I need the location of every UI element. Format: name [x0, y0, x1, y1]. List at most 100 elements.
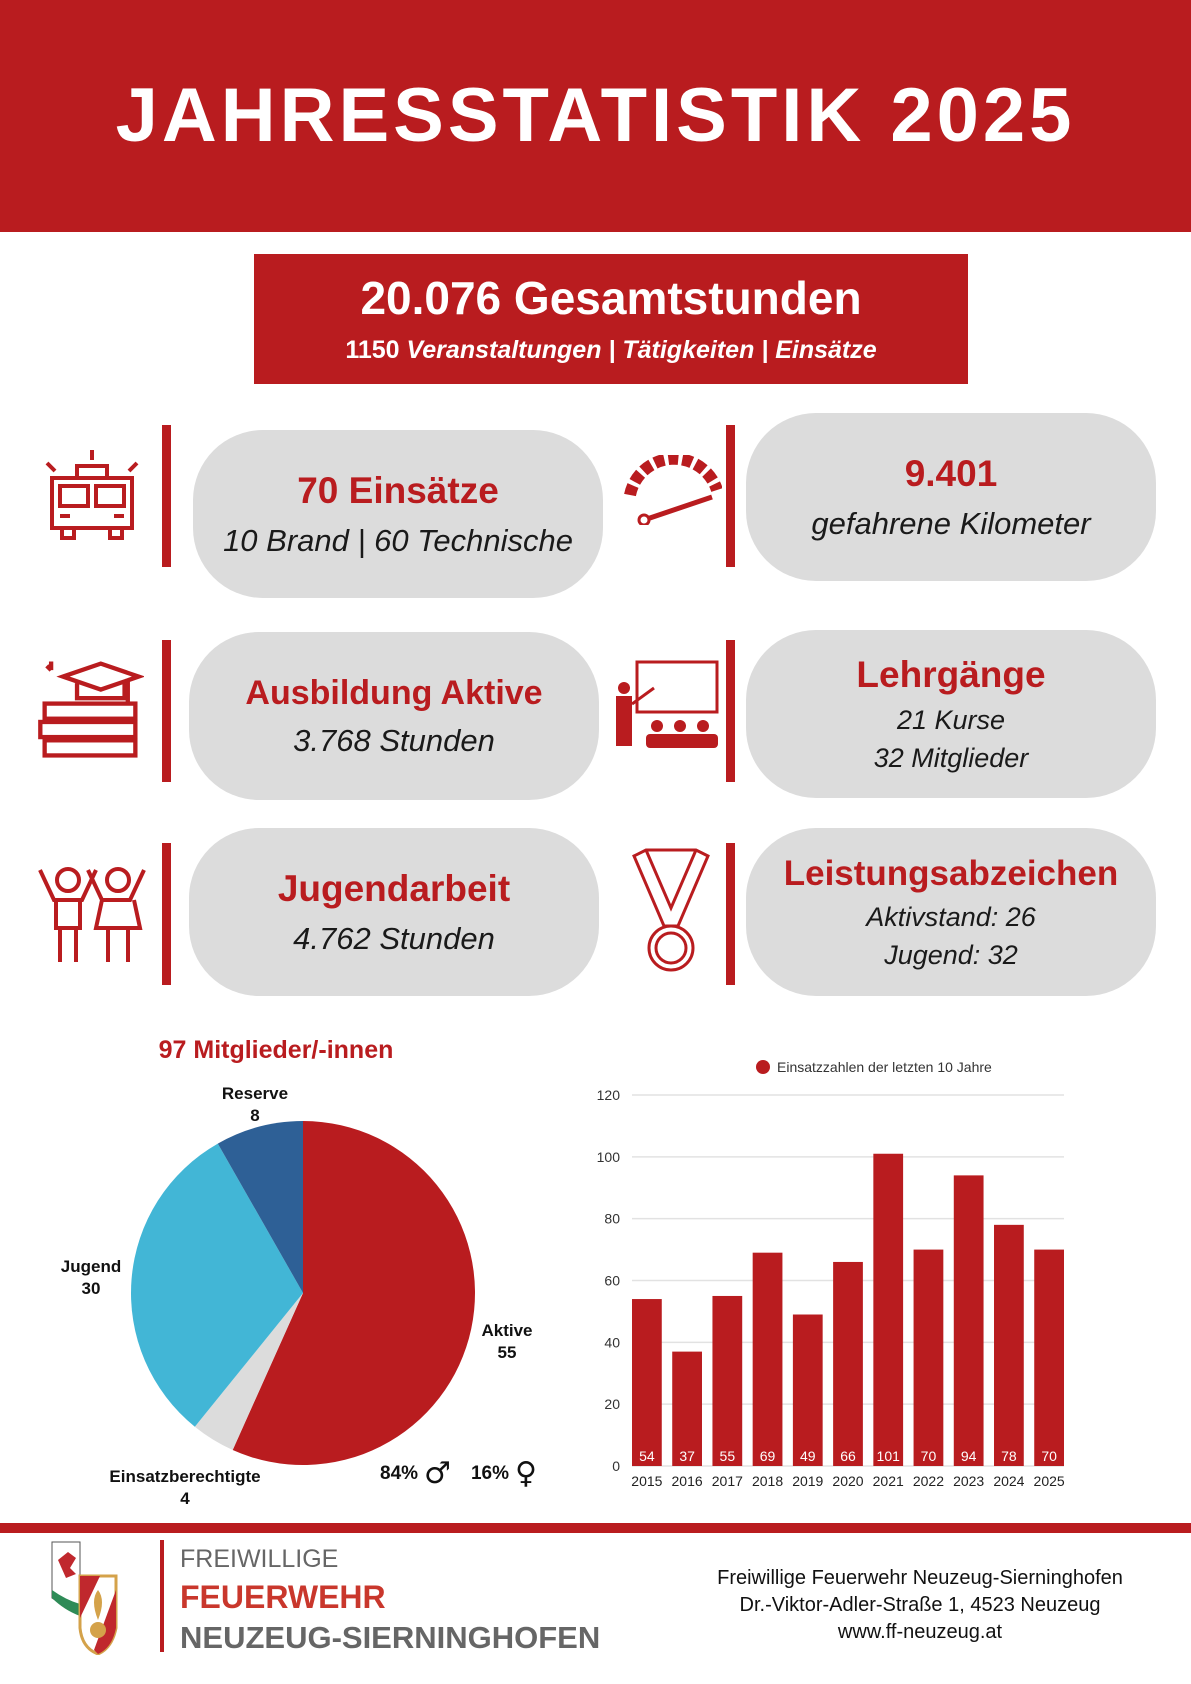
logo-divider — [160, 1540, 164, 1652]
card-title: 9.401 — [904, 453, 998, 495]
x-tick-label: 2023 — [953, 1473, 984, 1489]
medal-icon — [632, 848, 710, 973]
pie-label-reserve: Reserve 8 — [221, 1084, 289, 1125]
pie-label-jugend: Jugend 30 — [60, 1257, 122, 1298]
data-label: 70 — [1041, 1448, 1057, 1464]
pie-slice-einsatzberechtigte — [194, 1293, 303, 1450]
page-title: JAHRESSTATISTIK 2025 — [115, 73, 1076, 159]
pie-title: 97 Mitglieder/-innen — [158, 1036, 394, 1064]
data-label: 94 — [961, 1448, 977, 1464]
bar-2018 — [752, 1252, 783, 1466]
bar-2020 — [833, 1261, 863, 1466]
data-label: 49 — [800, 1448, 816, 1464]
card-title: Ausbildung Aktive — [245, 674, 543, 712]
divider-bar — [726, 640, 735, 782]
y-tick-label: 0 — [612, 1458, 620, 1474]
data-label: 55 — [720, 1448, 736, 1464]
data-label: 69 — [760, 1448, 776, 1464]
card-leistungsabzeichen: Leistungsabzeichen Aktivstand: 26 Jugend… — [746, 828, 1156, 996]
divider-bar — [726, 843, 735, 985]
divider-bar — [726, 425, 735, 567]
card-line1: Aktivstand: 26 — [866, 901, 1036, 932]
female-icon: ♀ — [514, 1456, 537, 1491]
footer-address: Freiwillige Feuerwehr Neuzeug-Sierningho… — [690, 1565, 1150, 1646]
data-label: 54 — [639, 1448, 655, 1464]
x-tick-label: 2022 — [913, 1473, 944, 1489]
website-link[interactable]: www.ff-neuzeug.at — [837, 1621, 1003, 1643]
card-line1: 21 Kurse — [896, 704, 1006, 735]
female-percent: 16% — [470, 1462, 509, 1484]
x-tick-label: 2019 — [792, 1473, 823, 1489]
pie-slice-reserve — [217, 1121, 303, 1293]
data-label: 70 — [921, 1448, 937, 1464]
bar-2015 — [632, 1299, 662, 1466]
x-tick-label: 2024 — [993, 1473, 1024, 1489]
bar-2017 — [712, 1295, 743, 1466]
total-activities: Veranstaltungen | Tätigkeiten | Einsätze — [406, 335, 877, 364]
header-banner: JAHRESSTATISTIK 2025 — [0, 0, 1191, 232]
male-icon: ♂ — [424, 1456, 451, 1491]
gender-ratio: 84% ♂ 16% ♀ — [380, 1456, 537, 1491]
legend-marker — [756, 1060, 770, 1074]
bar-2025 — [1034, 1249, 1064, 1466]
children-icon — [36, 862, 148, 967]
card-kilometer: 9.401 gefahrene Kilometer — [746, 413, 1156, 581]
card-einsaetze: 70 Einsätze 10 Brand | 60 Technische — [193, 430, 603, 598]
y-tick-label: 60 — [604, 1273, 620, 1289]
bar-2016 — [672, 1351, 702, 1466]
card-title: Jugendarbeit — [277, 868, 511, 910]
card-jugendarbeit: Jugendarbeit 4.762 Stunden — [189, 828, 599, 996]
card-title: Lehrgänge — [856, 654, 1046, 696]
footer-divider — [0, 1523, 1191, 1533]
total-count: 1150 — [345, 335, 400, 364]
card-text: 4.762 Stunden — [293, 920, 495, 956]
pie-label-aktive: Aktive 55 — [481, 1321, 533, 1362]
card-title: 70 Einsätze — [297, 470, 499, 512]
card-lehrgaenge: Lehrgänge 21 Kurse 32 Mitglieder — [746, 630, 1156, 798]
fire-brigade-logo — [50, 1540, 150, 1656]
card-line2: 32 Mitglieder — [873, 743, 1029, 774]
bar-2021 — [873, 1153, 904, 1466]
x-tick-label: 2025 — [1034, 1473, 1065, 1489]
bar-2019 — [792, 1314, 823, 1466]
speedometer-icon — [622, 452, 723, 527]
x-tick-label: 2015 — [631, 1473, 662, 1489]
chart-legend: Einsatzzahlen der letzten 10 Jahre — [756, 1059, 992, 1075]
pie-slice-aktive — [232, 1121, 475, 1465]
total-hours: 20.076 Gesamtstunden — [360, 272, 862, 324]
logo-text: FREIWILLIGE FEUERWEHR NEUZEUG-SIERNINGHO… — [180, 1545, 601, 1655]
fire-truck-icon — [38, 448, 146, 548]
card-text: 10 Brand | 60 Technische — [223, 522, 573, 558]
x-tick-label: 2017 — [712, 1473, 743, 1489]
y-tick-label: 80 — [604, 1211, 620, 1227]
data-label: 78 — [1001, 1448, 1017, 1464]
y-tick-label: 120 — [597, 1087, 621, 1103]
x-tick-label: 2020 — [832, 1473, 863, 1489]
card-line2: Jugend: 32 — [884, 940, 1018, 970]
card-title: Leistungsabzeichen — [783, 853, 1119, 893]
total-hours-box: 20.076 Gesamtstunden 1150 Veranstaltunge… — [254, 254, 968, 384]
y-tick-label: 40 — [604, 1334, 620, 1350]
data-label: 37 — [679, 1448, 695, 1464]
card-text: 3.768 Stunden — [293, 722, 495, 758]
divider-bar — [162, 640, 171, 782]
card-ausbildung: Ausbildung Aktive 3.768 Stunden — [189, 632, 599, 800]
data-label: 101 — [877, 1448, 901, 1464]
bar-2024 — [994, 1224, 1024, 1466]
pie-label-einsatzberechtigte: Einsatzberechtigte 4 — [109, 1467, 261, 1508]
graduation-books-icon — [36, 655, 146, 763]
divider-bar — [162, 843, 171, 985]
teacher-class-icon — [612, 660, 720, 752]
x-tick-label: 2016 — [672, 1473, 703, 1489]
y-tick-label: 20 — [604, 1396, 620, 1412]
pie-slice-jugend — [130, 1143, 303, 1427]
divider-bar — [162, 425, 171, 567]
y-tick-label: 100 — [597, 1149, 621, 1165]
x-tick-label: 2018 — [752, 1473, 783, 1489]
male-percent: 84% — [380, 1462, 419, 1484]
pie-chart — [130, 1121, 475, 1465]
bar-chart: Einsatzzahlen der letzten 10 Jahre 0 20 40 6… — [597, 1059, 1065, 1489]
data-label: 66 — [840, 1448, 856, 1464]
bar-2023 — [953, 1175, 984, 1466]
legend-label: Einsatzzahlen der letzten 10 Jahre — [777, 1059, 992, 1075]
